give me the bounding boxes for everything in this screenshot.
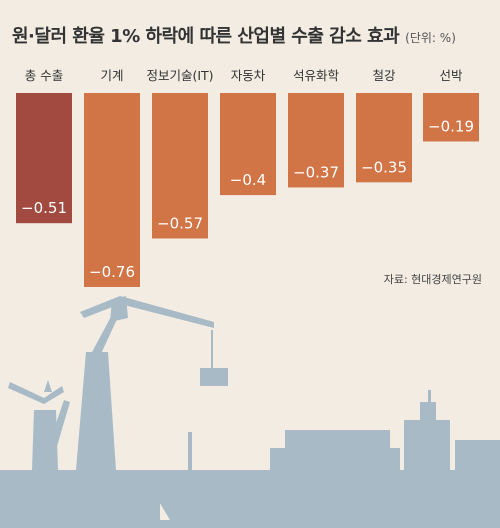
water-line: [0, 520, 500, 528]
bar: [152, 93, 208, 239]
bar: [288, 93, 344, 188]
chart-title-area: 원·달러 환율 1% 하락에 따른 산업별 수출 감소 효과 (단위: %): [12, 22, 456, 48]
ship-hull: [140, 470, 500, 520]
ship-bridge: [404, 420, 450, 470]
bar: [356, 93, 412, 183]
chart-title: 원·달러 환율 1% 하락에 따른 산업별 수출 감소 효과: [12, 26, 400, 47]
bar: [16, 93, 72, 224]
ship-containers-low: [270, 448, 400, 470]
crane-cable: [211, 330, 213, 368]
bar-group: 총 수출 −0.51 기계 −0.76 정보기술(IT) −0.57 자동차 −0.4 석유화학…: [16, 68, 479, 287]
crane-left-top: [44, 380, 52, 392]
dock-ground: [0, 470, 160, 528]
category-label: 총 수출: [25, 68, 63, 83]
bar: [84, 93, 140, 287]
data-label: −0.37: [293, 163, 339, 181]
crane-main-boom: [80, 296, 214, 328]
crane-main-cab: [110, 296, 128, 322]
data-label: −0.51: [21, 199, 67, 217]
category-label: 선박: [439, 68, 463, 83]
data-label: −0.76: [89, 263, 135, 281]
ship-bridge-top: [420, 402, 436, 420]
category-label: 석유화학: [293, 68, 340, 83]
category-label: 기계: [100, 68, 123, 83]
data-label: −0.57: [157, 215, 203, 233]
data-label: −0.35: [361, 158, 407, 176]
bar: [220, 93, 276, 196]
bar: [423, 93, 479, 142]
ship-bow-mast: [188, 432, 192, 470]
data-label: −0.4: [230, 171, 266, 189]
category-label: 정보기술(IT): [146, 68, 213, 83]
data-label: −0.19: [428, 118, 474, 136]
category-label: 자동차: [231, 68, 266, 83]
crane-main-tower: [76, 352, 116, 470]
ship-stern: [455, 440, 500, 470]
ship-mast: [428, 390, 431, 402]
ship-containers-high: [285, 430, 390, 448]
crane-left-leg: [40, 400, 70, 470]
unit-label: (단위: %): [405, 31, 456, 45]
port-illustration: [0, 296, 500, 528]
category-label: 철강: [372, 68, 396, 83]
hanging-container: [200, 368, 228, 386]
source-note: 자료: 현대경제연구원: [383, 273, 482, 286]
crane-left-arm: [8, 382, 64, 404]
